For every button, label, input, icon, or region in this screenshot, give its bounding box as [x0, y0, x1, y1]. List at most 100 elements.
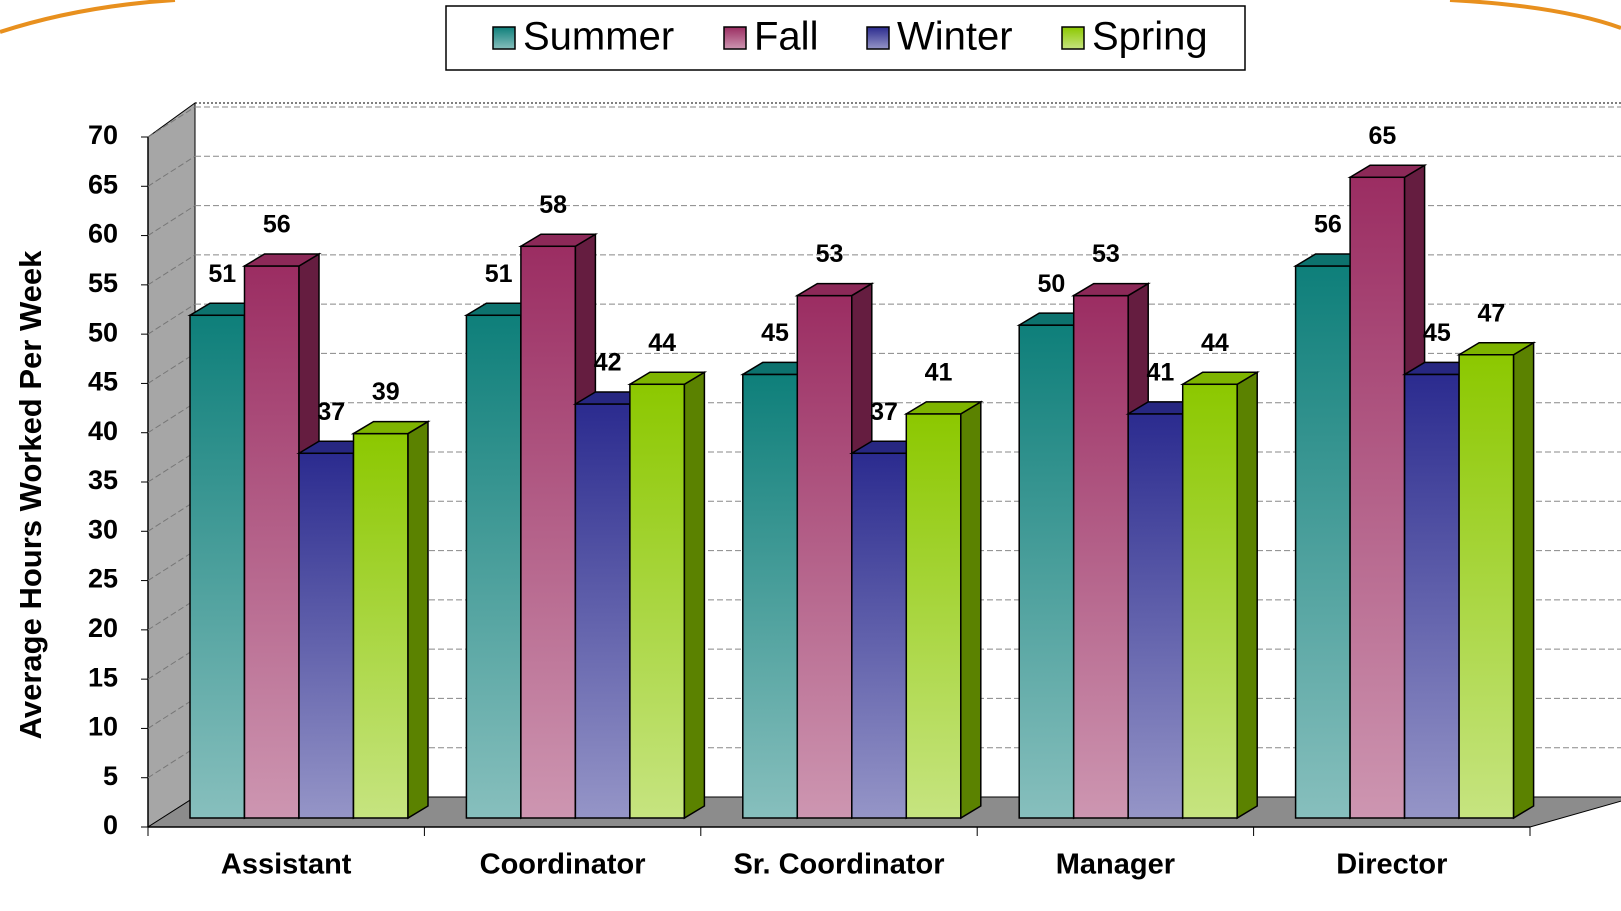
value-label: 42 [594, 349, 622, 377]
y-tick-label: 70 [88, 120, 118, 150]
x-tick-label: Assistant [221, 849, 352, 881]
y-tick-label: 15 [88, 662, 118, 692]
bar-side [1236, 370, 1258, 820]
grid-line [147, 698, 196, 729]
grid-line [147, 500, 196, 532]
bar [352, 432, 409, 819]
value-label: 41 [925, 358, 953, 386]
legend-swatch [492, 26, 516, 50]
grid-line [147, 451, 196, 483]
legend-box [445, 5, 1246, 71]
bar [905, 413, 962, 819]
y-tick-label: 0 [103, 810, 118, 840]
value-label: 37 [317, 398, 345, 426]
legend-swatch [1061, 26, 1085, 50]
value-label: 56 [263, 211, 291, 239]
x-tick-label: Sr. Coordinator [733, 849, 944, 881]
legend-label: Summer [523, 15, 674, 59]
y-tick-label: 65 [88, 169, 118, 199]
bar [574, 403, 631, 819]
bar-top [1179, 371, 1260, 386]
bar-top [627, 371, 708, 386]
y-tick-label: 50 [88, 317, 118, 347]
legend-label: Winter [897, 15, 1013, 59]
bar [1403, 373, 1460, 819]
bar-side [407, 420, 429, 820]
bar [1072, 294, 1129, 819]
y-tick-label: 10 [88, 712, 118, 742]
legend-label: Fall [754, 15, 818, 59]
value-label: 41 [1147, 358, 1175, 386]
value-label: 53 [816, 240, 844, 268]
grid-line [147, 599, 196, 631]
bar-side [960, 400, 982, 820]
value-label: 50 [1038, 270, 1066, 298]
grid-line [147, 303, 196, 335]
grid-line [147, 550, 196, 581]
bar-top [1456, 341, 1537, 356]
bar-side [1512, 341, 1535, 820]
bar [1127, 413, 1184, 819]
bar [465, 314, 522, 819]
y-tick-label: 55 [88, 268, 118, 298]
grid-line [147, 353, 196, 384]
x-tick-label: Manager [1056, 849, 1175, 881]
bar-top [241, 253, 322, 267]
grid-line [147, 747, 196, 779]
y-tick-label: 60 [88, 219, 118, 249]
bar [796, 294, 853, 819]
y-axis-title: Average Hours Worked Per Week [13, 250, 48, 739]
x-tick-label: Director [1336, 849, 1447, 881]
y-tick-label: 40 [88, 416, 118, 446]
bar-top [518, 233, 599, 248]
bar [243, 265, 300, 819]
bar-top [794, 282, 875, 297]
value-label: 45 [1423, 319, 1451, 347]
value-label: 44 [1201, 329, 1229, 357]
bar [1018, 324, 1075, 819]
decor-arc [0, 0, 176, 34]
legend-label: Spring [1092, 15, 1208, 59]
value-label: 58 [539, 191, 567, 219]
decor-arc [1449, 0, 1621, 30]
y-tick-label: 45 [88, 367, 118, 397]
value-label: 51 [485, 260, 513, 288]
value-label: 37 [870, 398, 898, 426]
bar-top [350, 420, 431, 435]
bar-top [903, 401, 984, 415]
legend-swatch [866, 26, 890, 50]
grid-line [147, 648, 196, 680]
y-tick-label: 35 [88, 465, 118, 495]
grid-line [147, 155, 196, 187]
bar-top [1070, 282, 1151, 297]
y-tick-label: 25 [88, 564, 118, 594]
x-tick-label: Coordinator [480, 849, 646, 881]
bar [1294, 265, 1351, 819]
grid-line [147, 205, 196, 236]
value-label: 39 [372, 378, 400, 406]
value-label: 65 [1368, 122, 1396, 150]
bar [298, 452, 355, 819]
bar [851, 452, 908, 819]
side-wall [147, 102, 196, 828]
y-tick-label: 30 [88, 514, 118, 544]
bar [1458, 353, 1515, 819]
bar [520, 245, 577, 819]
bar [629, 383, 686, 819]
y-tick-label: 5 [103, 761, 118, 791]
value-label: 56 [1314, 211, 1342, 239]
bar-top [1347, 164, 1428, 179]
y-tick-label: 20 [88, 613, 118, 643]
value-label: 53 [1092, 240, 1120, 268]
bar [1181, 383, 1238, 819]
bar [189, 314, 246, 819]
legend-swatch [723, 26, 747, 50]
value-label: 45 [761, 319, 789, 347]
grid-line [147, 402, 196, 434]
value-label: 44 [648, 329, 676, 357]
grid-line [147, 254, 196, 286]
bar [1349, 176, 1406, 819]
value-label: 47 [1477, 299, 1505, 327]
bar [742, 373, 799, 819]
